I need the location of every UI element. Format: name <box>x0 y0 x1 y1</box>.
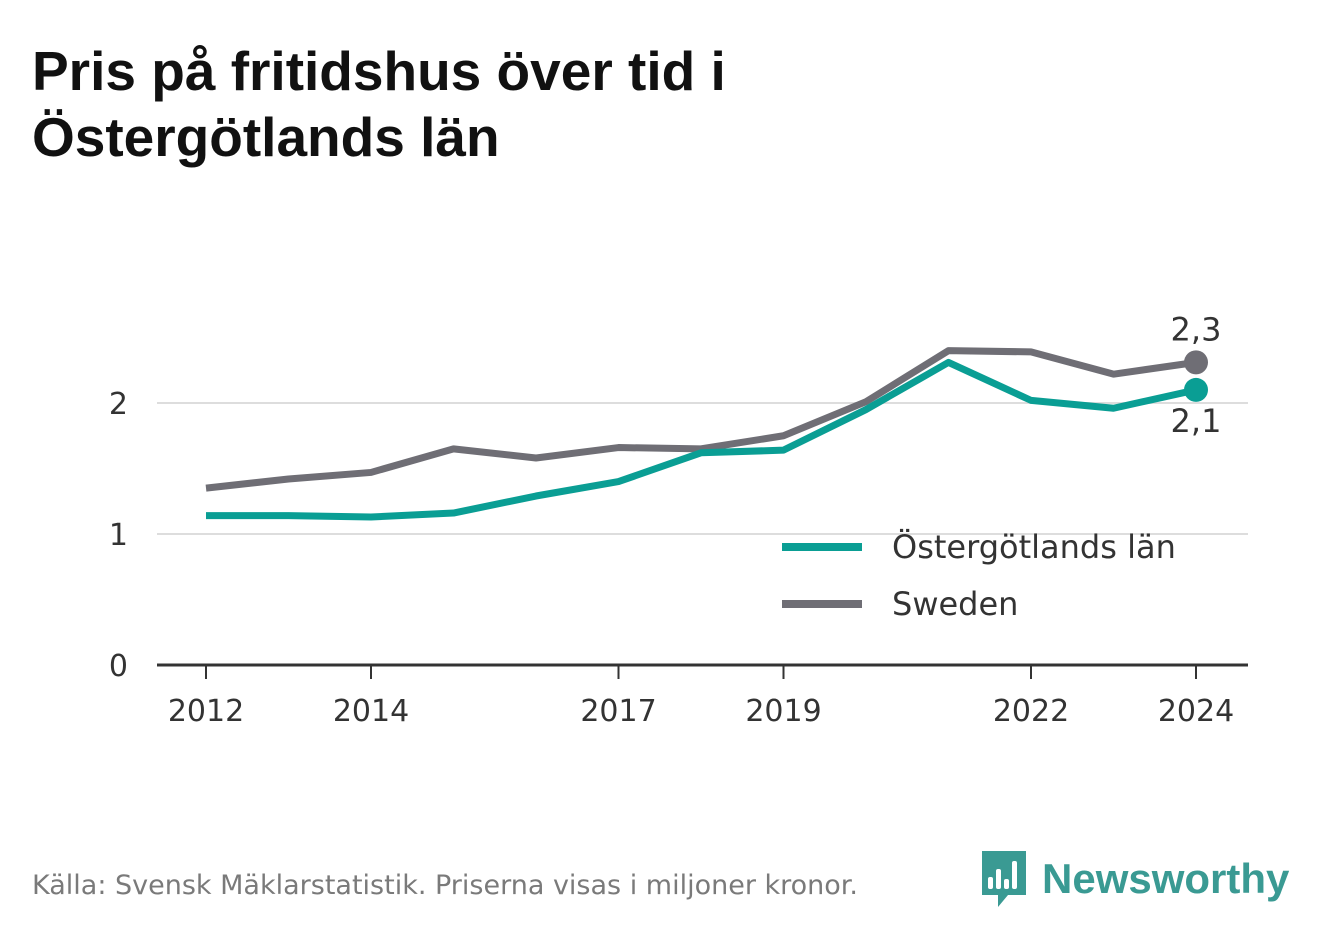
end-value-label-sweden: 2,3 <box>1171 310 1222 348</box>
x-tick-label: 2019 <box>745 694 821 729</box>
series-lines <box>205 347 1197 521</box>
y-axis-ticks: 0 1 2 <box>109 387 128 684</box>
y-tick-label: 0 <box>109 649 128 684</box>
end-value-label-ostergotland: 2,1 <box>1171 402 1222 440</box>
endpoint-marker-sweden <box>1184 350 1208 375</box>
brand-logo: Newsworthy <box>980 848 1289 910</box>
source-note: Källa: Svensk Mäklarstatistik. Priserna … <box>32 870 859 901</box>
x-tick-label: 2017 <box>580 694 656 729</box>
legend-label-ostergotland: Östergötlands län <box>892 528 1176 566</box>
x-tick-label: 2022 <box>993 694 1069 729</box>
series-line-ostergotland <box>206 358 1197 521</box>
series-line-sweden <box>205 347 1197 492</box>
brand-name: Newsworthy <box>1042 855 1290 902</box>
endpoint-marker-ostergotland <box>1184 377 1208 402</box>
line-chart: 0 1 2 2012 2014 2017 2019 2022 2024 2,1 2,3 Öste… <box>109 310 1248 729</box>
x-tick-label: 2014 <box>333 694 409 729</box>
x-tick-label: 2012 <box>168 694 244 729</box>
legend-label-sweden: Sweden <box>892 585 1018 623</box>
y-tick-label: 2 <box>109 387 128 422</box>
legend: Östergötlands län Sweden <box>782 528 1176 623</box>
chart-title: Pris på fritidshus över tid i Östergötla… <box>32 40 726 168</box>
series-endpoints: 2,1 2,3 <box>1171 310 1222 440</box>
newsworthy-logo-icon <box>982 851 1026 907</box>
x-tick-label: 2024 <box>1158 694 1234 729</box>
y-tick-label: 1 <box>109 518 128 553</box>
x-axis: 2012 2014 2017 2019 2022 2024 <box>157 663 1248 729</box>
